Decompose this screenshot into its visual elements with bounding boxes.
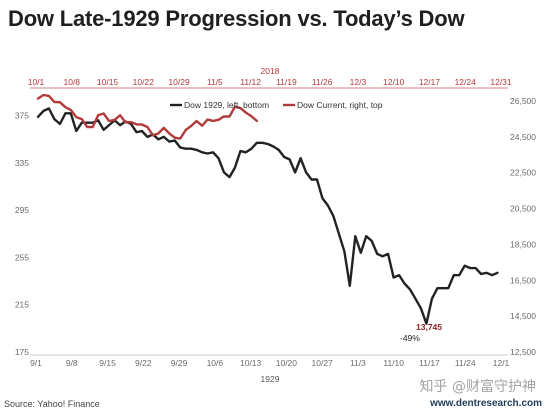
x-bottom-tick-label: 11/10 <box>383 358 404 368</box>
x-bottom-tick-label: 9/8 <box>66 358 78 368</box>
y-left-tick-label: 375 <box>15 111 29 121</box>
series-line-dow-1929 <box>36 107 499 325</box>
x-bottom-tick-label: 10/6 <box>207 358 224 368</box>
x-bottom-tick-label: 11/24 <box>455 358 476 368</box>
legend-item-dow-current-label: Dow Current, right, top <box>297 100 383 110</box>
x-top-tick-label: 10/29 <box>168 77 190 87</box>
x-bottom-tick-label: 11/17 <box>419 358 440 368</box>
chart-title: Dow Late-1929 Progression vs. Today’s Do… <box>8 6 465 31</box>
x-bottom-tick-label: 10/27 <box>312 358 334 368</box>
y-left-tick-label: 255 <box>15 252 29 262</box>
source-note: Source: Yahoo! Finance <box>4 399 100 409</box>
x-bottom-tick-label: 12/1 <box>493 358 510 368</box>
y-right-tick-label: 12,500 <box>510 347 536 357</box>
x-bottom-tick-label: 9/22 <box>135 358 152 368</box>
x-top-tick-label: 12/17 <box>419 77 441 87</box>
y-right-tick-label: 18,500 <box>510 239 536 249</box>
x-top-tick-label: 12/24 <box>455 77 477 87</box>
series-line-dow-current <box>36 93 258 140</box>
y-right-tick-label: 14,500 <box>510 311 536 321</box>
x-bottom-tick-label: 11/3 <box>350 358 366 368</box>
y-right-tick-label: 22,500 <box>510 168 536 178</box>
x-bottom-tick-label: 9/15 <box>99 358 116 368</box>
x-top-axis-title: 2018 <box>261 66 280 76</box>
y-left-tick-label: 295 <box>15 205 29 215</box>
x-top-tick-label: 10/22 <box>133 77 155 87</box>
x-top-tick-label: 10/15 <box>97 77 119 87</box>
y-left-tick-label: 175 <box>15 347 29 357</box>
x-top-tick-label: 11/12 <box>240 77 261 87</box>
x-top-tick-label: 12/3 <box>350 77 367 87</box>
y-right-tick-label: 16,500 <box>510 275 536 285</box>
y-left-tick-label: 215 <box>15 300 29 310</box>
site-url: www.dentresearch.com <box>430 398 542 409</box>
x-top-tick-label: 12/31 <box>490 77 512 87</box>
x-top-tick-label: 10/1 <box>28 77 45 87</box>
y-right-tick-label: 24,500 <box>510 132 536 142</box>
watermark-text: 知乎 @财富守护神 <box>419 379 536 395</box>
annotation-current-low: 13,745 <box>416 322 442 332</box>
x-bottom-tick-label: 9/1 <box>30 358 42 368</box>
x-top-tick-label: 11/19 <box>276 77 297 87</box>
x-top-tick-label: 10/8 <box>63 77 80 87</box>
x-top-tick-label: 11/5 <box>207 77 223 87</box>
x-bottom-tick-label: 10/13 <box>240 358 262 368</box>
x-top-tick-label: 12/10 <box>383 77 405 87</box>
legend-item-dow-1929-label: Dow 1929, left, bottom <box>184 100 269 110</box>
x-bottom-axis-title: 1929 <box>261 374 280 384</box>
y-right-tick-label: 26,500 <box>510 96 536 106</box>
annotation-decline-pct: -49% <box>400 333 420 343</box>
y-left-tick-label: 335 <box>15 158 29 168</box>
x-top-tick-label: 11/26 <box>312 77 333 87</box>
x-bottom-tick-label: 10/20 <box>276 358 298 368</box>
y-right-tick-label: 20,500 <box>510 204 536 214</box>
x-bottom-tick-label: 9/29 <box>171 358 188 368</box>
